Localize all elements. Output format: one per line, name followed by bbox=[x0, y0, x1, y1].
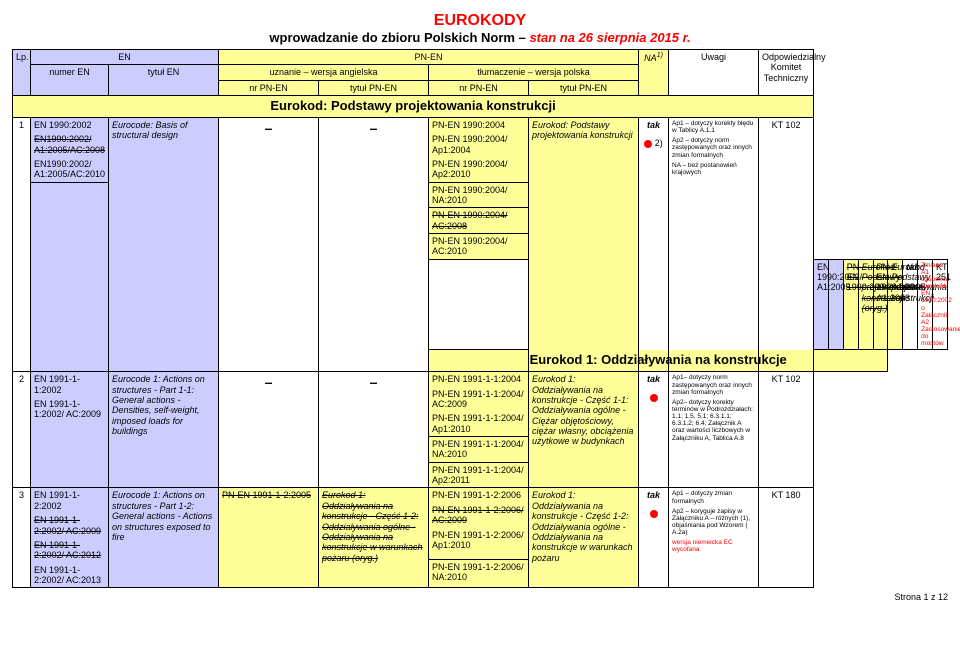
cell-kt: KT 180 bbox=[759, 488, 814, 588]
page-title-1: EUROKODY bbox=[12, 12, 948, 30]
col-uznanie: uznanie – wersja angielska bbox=[219, 65, 429, 80]
cell-na: tak bbox=[639, 488, 669, 588]
col-tytul-pnen-2: tytuł PN-EN bbox=[529, 80, 639, 95]
cell-pnen-nr: PN-EN 1991-1-1:2004/ Ap2:2011 bbox=[429, 462, 529, 488]
col-numer-en: numer EN bbox=[31, 65, 109, 96]
col-komitet: Odpowiedzialny Komitet Techniczny bbox=[759, 50, 814, 96]
page-title-2: wprowadzanie do zbioru Polskich Norm – s… bbox=[12, 30, 948, 45]
cell-uzn-nr: – bbox=[219, 372, 319, 488]
title-2a: wprowadzanie do zbioru Polskich Norm – bbox=[269, 30, 529, 45]
cell-uzn-tytul: – bbox=[319, 372, 429, 488]
cell-en: EN 1991-1-1:2002 EN 1991-1-1:2002/ AC:20… bbox=[31, 372, 109, 488]
cell-tytul-en: Eurocode 1: Actions on structures - Part… bbox=[109, 372, 219, 488]
title-2b: stan na 26 sierpnia 2015 r. bbox=[529, 30, 690, 45]
cell-lp: 2 bbox=[13, 372, 31, 488]
col-tytul-en: tytuł EN bbox=[109, 65, 219, 96]
cell-lp: 1 bbox=[13, 117, 31, 371]
section-0-title: Eurokod: Podstawy projektowania konstruk… bbox=[13, 96, 814, 118]
cell-na: tak 2) bbox=[639, 117, 669, 371]
col-pnen-group: PN-EN bbox=[219, 50, 639, 65]
dot-icon bbox=[644, 140, 652, 148]
cell-en: EN 1991-1-2:2002 EN 1991-1-2:2002/ AC:20… bbox=[31, 488, 109, 588]
cell-na: tak bbox=[639, 372, 669, 488]
page-footer: Strona 1 z 12 bbox=[12, 592, 948, 602]
col-tytul-pnen-1: tytuł PN-EN bbox=[319, 80, 429, 95]
table-row: 3 EN 1991-1-2:2002 EN 1991-1-2:2002/ AC:… bbox=[13, 488, 948, 559]
cell-en: EN 1990:2002/ A1:2005 bbox=[814, 259, 829, 350]
cell-kt: KT 251 bbox=[933, 259, 948, 350]
section-1-title: Eurokod 1: Oddziaływania na konstrukcje bbox=[429, 350, 888, 372]
col-nr-pnen-2: nr PN-EN bbox=[429, 80, 529, 95]
cell-pnen-tytul: Eurokod: Podstawy projektowania konstruk… bbox=[529, 117, 639, 371]
cell-pnen-nr: PN-EN 1991-1-1:2004/ NA:2010 bbox=[429, 437, 529, 463]
cell-uwagi: Ap1 – dotyczy zmian formalnych Ap2 – kor… bbox=[669, 488, 759, 588]
cell-uwagi: Ap1– dotyczy norm zastępowanych oraz inn… bbox=[669, 372, 759, 488]
cell-pnen-nr: PN-EN 1991-1-2:2006 PN-EN 1991-1-2:2006/… bbox=[429, 488, 529, 559]
cell-pnen-tytul: Eurokod 1: Oddziaływania na konstrukcje … bbox=[529, 488, 639, 588]
cell-lp: 3 bbox=[13, 488, 31, 588]
col-en-group: EN bbox=[31, 50, 219, 65]
table-row: 2 EN 1991-1-1:2002 EN 1991-1-1:2002/ AC:… bbox=[13, 372, 948, 437]
cell-pnen-tytul: Eurokod 1: Oddziaływania na konstrukcje … bbox=[529, 372, 639, 488]
col-nr-pnen-1: nr PN-EN bbox=[219, 80, 319, 95]
cell-nr-pnen-uzn: PN-EN 1991-1-2:2005 bbox=[219, 488, 319, 588]
section-0: Eurokod: Podstawy projektowania konstruk… bbox=[13, 96, 948, 118]
cell-en: EN 1990:2002 EN1990:2002/ A1:2005/AC:200… bbox=[31, 117, 109, 182]
col-lp: Lp. bbox=[13, 50, 31, 96]
cell-kt: KT 102 bbox=[759, 117, 814, 371]
cell-tytul-en: Eurocode 1: Actions on structures - Part… bbox=[109, 488, 219, 588]
cell-uwagi: Ap1 – dotyczy korekty błędu w Tablicy A.… bbox=[669, 117, 759, 371]
cell-pnen-nr: PN-EN 1990:2004/ AC:2008 bbox=[429, 208, 529, 234]
cell-tytul-pnen-uzn: Eurokod 1: Oddziaływania na konstrukcje … bbox=[319, 488, 429, 588]
cell-tytul-en: Eurocode: Basis of structural design bbox=[109, 117, 219, 371]
cell-pnen-nr: PN-EN 1990:2004/ NA:2010 bbox=[429, 182, 529, 208]
cell-uzn-tytul: – bbox=[319, 117, 429, 371]
cell-uzn-nr: – bbox=[219, 117, 319, 371]
cell-pnen-nr: PN-EN 1991-1-2:2006/ NA:2010 bbox=[429, 559, 529, 587]
dot-icon bbox=[650, 394, 658, 402]
col-uwagi: Uwagi bbox=[669, 50, 759, 96]
table-row: 1 EN 1990:2002 EN1990:2002/ A1:2005/AC:2… bbox=[13, 117, 948, 182]
dot-icon bbox=[650, 510, 658, 518]
cell-kt: KT 102 bbox=[759, 372, 814, 488]
header-row-1: Lp. EN PN-EN NA1) Uwagi Odpowiedzialny K… bbox=[13, 50, 948, 65]
cell-pnen-nr: PN-EN 1990:2004/ AC:2010 bbox=[429, 234, 529, 260]
main-table: Lp. EN PN-EN NA1) Uwagi Odpowiedzialny K… bbox=[12, 49, 948, 588]
col-na: NA1) bbox=[639, 50, 669, 96]
cell-pnen-nr: PN-EN 1991-1-1:2004 PN-EN 1991-1-1:2004/… bbox=[429, 372, 529, 437]
cell-pnen-nr: PN-EN 1990:2004 PN-EN 1990:2004/ Ap1:200… bbox=[429, 117, 529, 182]
col-tlum: tłumaczenie – wersja polska bbox=[429, 65, 639, 80]
